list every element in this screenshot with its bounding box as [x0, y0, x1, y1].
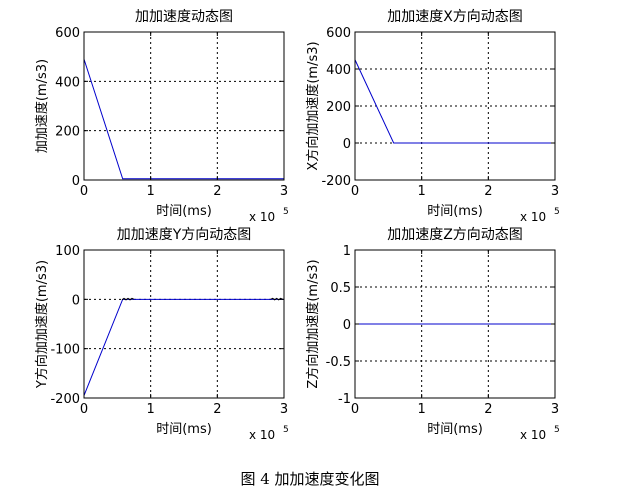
x-tick-label: 2	[213, 402, 221, 417]
x-tick-label: 0	[351, 402, 359, 417]
x-tick-label: 0	[351, 184, 359, 199]
x-axis-label: 时间(ms)	[156, 422, 212, 437]
x-tick-label: 1	[147, 184, 155, 199]
y-axis-label: Y方向加加速度(m/s3)	[34, 260, 50, 389]
x-axis-label: 时间(ms)	[427, 204, 483, 219]
x-tick-label: 3	[280, 184, 288, 199]
y-tick-label: -0.5	[326, 355, 351, 370]
plot-area	[84, 32, 284, 180]
x-tick-label: 3	[551, 184, 559, 199]
axes-box	[83, 249, 285, 399]
x-tick-label: 0	[80, 402, 88, 417]
y-tick-label: 400	[55, 75, 80, 90]
x-tick-label: 1	[147, 402, 155, 417]
y-axis-label: 加加速度(m/s3)	[34, 59, 50, 153]
series-line-2	[121, 297, 135, 301]
y-tick-label: -200	[321, 174, 351, 189]
x-tick-label: 2	[213, 184, 221, 199]
x-axis-exponent-power: 5	[554, 207, 560, 217]
x-tick-label: 3	[551, 402, 559, 417]
y-tick-label: 100	[55, 244, 80, 259]
x-tick-label: 2	[484, 184, 492, 199]
chart-title: 加加速度动态图	[135, 9, 233, 25]
y-tick-label: -200	[50, 392, 80, 407]
x-tick-label: 0	[80, 184, 88, 199]
y-tick-label: 1	[343, 244, 351, 259]
figure-caption: 图 4 加加速度变化图	[240, 470, 380, 488]
axes-box	[83, 31, 285, 181]
x-tick-label: 1	[418, 402, 426, 417]
x-axis-exponent: x 10	[249, 428, 275, 442]
x-axis-exponent-power: 5	[554, 425, 560, 435]
y-tick-label: -1	[338, 392, 351, 407]
x-axis-label: 时间(ms)	[156, 204, 212, 219]
x-axis-exponent: x 10	[520, 428, 546, 442]
series-line-1	[83, 58, 284, 180]
y-tick-label: 0	[343, 318, 351, 333]
x-tick-label: 2	[484, 402, 492, 417]
y-tick-label: 600	[326, 26, 351, 41]
y-tick-label: 600	[55, 26, 80, 41]
x-axis-exponent-power: 5	[283, 425, 289, 435]
y-axis-label: Z方向加加速度(m/s3)	[305, 259, 321, 388]
x-tick-label: 3	[280, 402, 288, 417]
x-tick-label: 1	[418, 184, 426, 199]
chart-title: 加加速度Y方向动态图	[117, 227, 252, 243]
y-tick-label: 400	[326, 63, 351, 78]
chart-title: 加加速度Z方向动态图	[387, 227, 523, 243]
y-tick-label: 0.5	[330, 281, 351, 296]
y-tick-label: 200	[326, 100, 351, 115]
series-line-3	[270, 297, 283, 301]
x-axis-exponent: x 10	[520, 210, 546, 224]
y-tick-label: -100	[50, 343, 80, 358]
x-axis-label: 时间(ms)	[427, 422, 483, 437]
chart-title: 加加速度X方向动态图	[387, 9, 523, 25]
y-tick-label: 200	[55, 125, 80, 140]
y-tick-label: 0	[343, 137, 351, 152]
y-tick-label: 0	[72, 293, 80, 308]
y-axis-label: X方向加加速度(m/s3)	[305, 41, 321, 170]
y-tick-label: 0	[72, 174, 80, 189]
series-line-1	[354, 59, 555, 144]
x-axis-exponent-power: 5	[283, 207, 289, 217]
x-axis-exponent: x 10	[249, 210, 275, 224]
plot-area	[84, 250, 284, 398]
